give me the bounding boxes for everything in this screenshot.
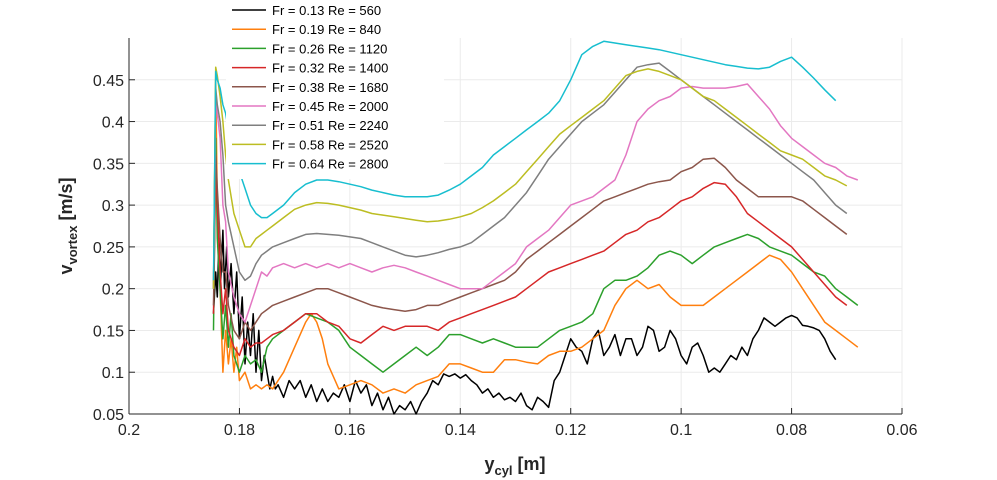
x-tick-label: 0.16 [334, 422, 365, 439]
series-line-8 [212, 66, 848, 289]
legend-label: Fr = 0.32 Re = 1400 [272, 61, 388, 76]
series-group [212, 40, 859, 415]
x-tick-label: 0.1 [670, 422, 692, 439]
y-ticks: 0.05 0.1 0.15 0.2 0.25 0.3 0.35 0.4 0.45 [93, 73, 135, 424]
y-tick-label: 0.35 [93, 156, 124, 173]
legend-label: Fr = 0.58 Re = 2520 [272, 137, 388, 152]
series-line-2 [212, 79, 859, 394]
y-tick-label: 0.25 [93, 240, 124, 257]
x-tick-label: 0.2 [118, 422, 140, 439]
series-line-4 [212, 162, 848, 357]
series-line-3 [212, 137, 859, 373]
y-axis-label-unit: [m/s] [56, 177, 76, 225]
series-line-6 [212, 83, 859, 323]
y-tick-label: 0.4 [102, 115, 124, 132]
x-tick-label: 0.14 [445, 422, 476, 439]
series-line-9 [212, 40, 837, 281]
y-tick-label: 0.45 [93, 73, 124, 90]
x-axis-label: ycyl [m] [484, 454, 545, 478]
x-tick-label: 0.18 [224, 422, 255, 439]
legend-label: Fr = 0.64 Re = 2800 [272, 157, 388, 172]
series-line-7 [212, 62, 848, 289]
x-axis-label-main: y [484, 454, 494, 474]
grid [128, 38, 903, 415]
axes [128, 38, 902, 415]
x-axis-label-unit: [m] [513, 454, 546, 474]
legend-label: Fr = 0.26 Re = 1120 [272, 41, 387, 56]
legend: Fr = 0.13 Re = 560 Fr = 0.19 Re = 840 Fr =… [226, 0, 444, 179]
y-tick-label: 0.15 [93, 323, 124, 340]
legend-label: Fr = 0.38 Re = 1680 [272, 80, 388, 95]
y-axis-label-sub: vortex [65, 225, 80, 265]
legend-label: Fr = 0.13 Re = 560 [272, 3, 381, 18]
x-ticks: 0.2 0.18 0.16 0.14 0.12 0.1 0.08 0.06 [118, 408, 918, 439]
y-tick-label: 0.3 [102, 198, 124, 215]
y-axis-label-main: v [56, 265, 76, 275]
legend-label: Fr = 0.51 Re = 2240 [272, 118, 388, 133]
x-tick-label: 0.06 [886, 422, 917, 439]
x-tick-label: 0.08 [776, 422, 807, 439]
y-tick-label: 0.1 [102, 365, 124, 382]
y-tick-label: 0.05 [93, 407, 124, 424]
y-axis-label: vvortex [m/s] [56, 177, 80, 274]
legend-label: Fr = 0.19 Re = 840 [272, 22, 381, 37]
y-tick-label: 0.2 [102, 282, 124, 299]
legend-label: Fr = 0.45 Re = 2000 [272, 99, 388, 114]
x-axis-label-sub: cyl [494, 463, 512, 478]
x-tick-label: 0.12 [555, 422, 586, 439]
